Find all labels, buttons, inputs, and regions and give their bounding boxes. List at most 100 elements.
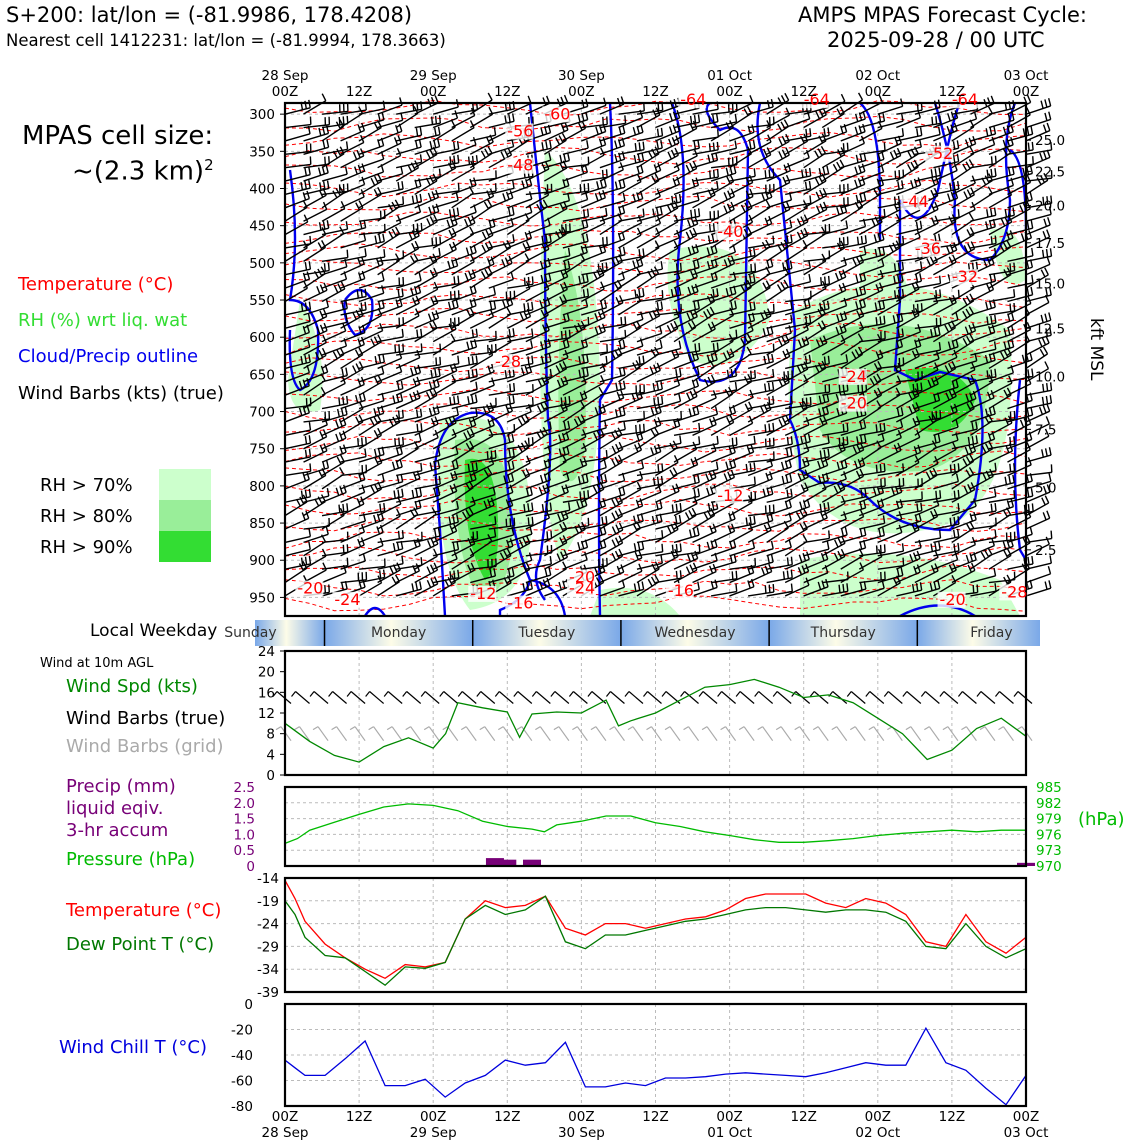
wind-barb-flag-510-1 (542, 485, 547, 494)
wind-barb-1259 (914, 122, 941, 129)
wind-barb-flag-1457-1 (1026, 287, 1030, 296)
wind-barb-544 (544, 452, 570, 463)
wind-barb-flag-1310-1 (948, 296, 954, 305)
wind-barb-flag-550-1 (559, 523, 564, 532)
wind-barb-flag-611-0 (605, 355, 608, 364)
surface-barb-grid-3 (336, 726, 348, 742)
wind-barb-1193 (877, 220, 901, 236)
surface-barb-true-29 (813, 691, 829, 704)
wind-barb-flag-261-1 (433, 127, 437, 136)
wind-barb-flag-1253-0 (915, 522, 920, 531)
wind-barb-384 (470, 293, 496, 303)
surface-barb-true-flag-6 (383, 691, 389, 697)
wind-barb-flag-30-0 (302, 494, 308, 503)
wind-barb-flag-1417-2 (999, 244, 1005, 252)
wind-barb-flag-1188-2 (889, 151, 895, 160)
cell-size-exponent: 2 (204, 156, 214, 174)
wind-barb-flag-821-1 (707, 189, 713, 198)
wind-barb-61 (303, 424, 328, 436)
wind-barb-1386 (970, 331, 995, 343)
wind-barb-1188 (877, 154, 902, 169)
wind-barb-976 (766, 286, 789, 303)
wind-barb-830 (692, 313, 715, 329)
wind-barb-flag-870-1 (726, 350, 731, 359)
wind-barb-flag-944-0 (771, 353, 774, 362)
wind-barb-flag-414-1 (505, 191, 510, 200)
wind-barb-flag-382-0 (490, 256, 495, 265)
wind-barb-flag-1245-1 (912, 417, 917, 426)
wind-barb-flag-1211-0 (902, 463, 905, 472)
wind-barb-flag-212-2 (391, 461, 396, 470)
wind-barb-flag-199-1 (397, 289, 400, 298)
wind-barb-599 (581, 197, 606, 209)
wind-barb-flag-405-1 (489, 568, 493, 578)
wind-barb-851 (710, 110, 737, 115)
wind-barb-flag-728-1 (650, 429, 656, 437)
wind-barb-flag-1409-2 (1002, 139, 1007, 148)
wind-barb-44 (303, 194, 327, 209)
wind-barb-flag-702-1 (637, 582, 641, 591)
wind-barb-flag-502-0 (544, 375, 550, 383)
wind-barb-flag-99-0 (342, 430, 347, 439)
temperature-label-9: -36 (915, 239, 941, 258)
wind-barb-1428 (988, 394, 1012, 410)
wind-barb-777 (673, 107, 700, 115)
wind-barb-flag-1266-0 (934, 201, 939, 210)
wind-barb-flag-251-0 (419, 488, 423, 497)
wind-barb-flag-1141-0 (859, 509, 865, 517)
wind-barb-flag-1188-1 (893, 149, 898, 158)
wind-barb-flag-778-0 (697, 114, 701, 123)
wind-barb-1358 (951, 450, 976, 463)
wind-barb-flag-475-0 (531, 516, 534, 525)
wind-barb-flag-1049-1 (823, 276, 827, 285)
wind-barb-flag-670-2 (633, 155, 637, 164)
wind-barb-520 (544, 129, 569, 142)
wind-barb-flag-944-2 (763, 355, 767, 364)
wind-barb-1071 (803, 572, 829, 584)
wind-barb-352 (451, 362, 478, 370)
wind-barb-flag-1319-0 (955, 419, 959, 428)
wind-barb-flag-873-1 (724, 388, 730, 397)
wind-barb-flag-1263-2 (930, 169, 934, 178)
wind-barb-flag-242-1 (413, 366, 418, 375)
wind-barb-7 (284, 197, 310, 209)
wind-barb-flag-288-1 (433, 488, 437, 497)
wind-barb-flag-1448-0 (1029, 165, 1034, 174)
wind-barb-1416 (988, 237, 1014, 249)
wind-barb-flag-424-0 (512, 328, 515, 337)
wind-barb-flag-1012-0 (808, 273, 812, 282)
wind-barb-380 (469, 234, 494, 249)
wind-barb-453 (506, 219, 530, 236)
wind-barb-flag-663-1 (614, 550, 620, 559)
wind-barb-flag-878-2 (725, 461, 729, 470)
wind-barb-343 (451, 233, 475, 249)
wind-barb-flag-193-2 (388, 203, 394, 212)
wind-barb-709 (636, 179, 660, 196)
wind-barb-870 (710, 355, 735, 370)
wind-barb-flag-1204-1 (893, 364, 899, 373)
wind-barb-flag-206-1 (396, 381, 400, 390)
wind-barb-476 (507, 533, 533, 544)
surface-barb-grid-flag-11 (479, 726, 486, 731)
wind-barb-1165 (858, 340, 882, 356)
wind-barb-flag-1256-0 (916, 564, 921, 573)
surface-barb-true-27 (776, 691, 792, 704)
wind-barb-1123 (840, 279, 866, 289)
wind-barb-flag-1044-1 (819, 203, 824, 212)
wind-barb-flag-374-0 (487, 146, 493, 154)
wind-barb-flag-434-0 (511, 460, 515, 469)
wind-barb-flag-51-2 (316, 286, 321, 295)
wind-barb-flag-775-0 (679, 570, 682, 579)
wind-barb-flag-1042-1 (818, 175, 824, 184)
wind-barb-flag-1366-1 (969, 553, 974, 562)
wind-barb-1035 (784, 584, 810, 597)
wind-barb-flag-552-1 (560, 551, 565, 560)
wind-barb-1117 (840, 199, 866, 209)
wind-barb-flag-16-0 (307, 313, 311, 322)
wind-barb-flag-1121-0 (863, 246, 867, 255)
wind-barb-flag-1392-0 (992, 406, 996, 415)
wind-barb-320 (432, 422, 457, 436)
wind-barb-flag-218-2 (392, 543, 396, 552)
wind-barb-flag-1420-0 (1013, 289, 1016, 298)
wind-barb-flag-612-0 (601, 363, 606, 372)
